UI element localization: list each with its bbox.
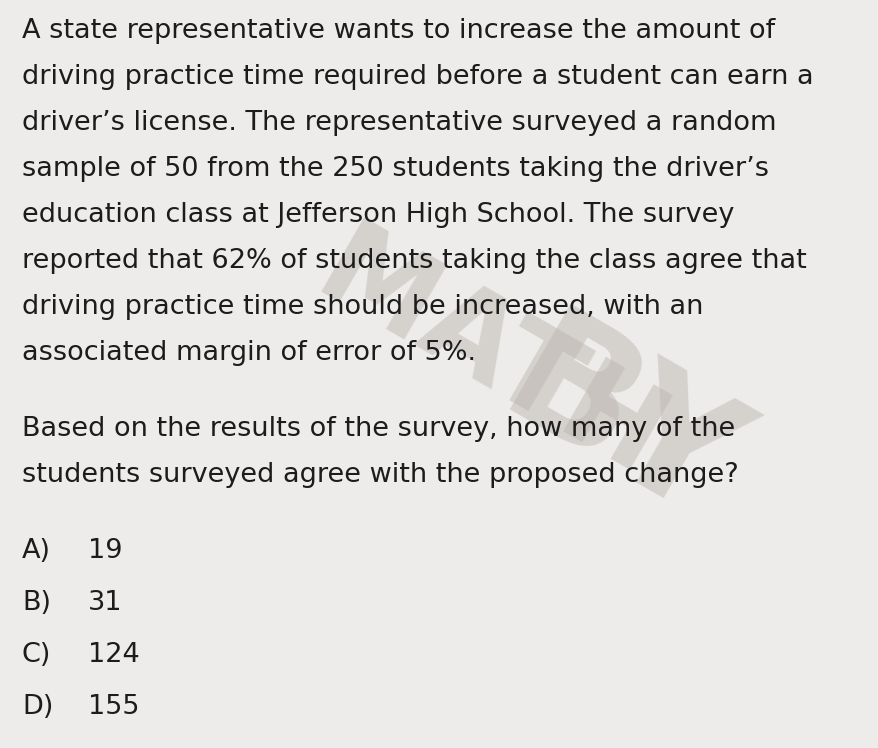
Text: driver’s license. The representative surveyed a random: driver’s license. The representative sur… [22,110,775,136]
Text: C): C) [22,642,51,668]
Text: 19: 19 [88,538,122,564]
Text: driving practice time should be increased, with an: driving practice time should be increase… [22,294,702,320]
Text: driving practice time required before a student can earn a: driving practice time required before a … [22,64,813,90]
Text: sample of 50 from the 250 students taking the driver’s: sample of 50 from the 250 students takin… [22,156,768,182]
Text: MATH: MATH [297,213,682,503]
Text: A): A) [22,538,51,564]
Text: students surveyed agree with the proposed change?: students surveyed agree with the propose… [22,462,738,488]
Text: Based on the results of the survey, how many of the: Based on the results of the survey, how … [22,416,734,442]
Text: 124: 124 [88,642,140,668]
Text: reported that 62% of students taking the class agree that: reported that 62% of students taking the… [22,248,806,274]
Text: BY: BY [475,298,763,558]
Text: A state representative wants to increase the amount of: A state representative wants to increase… [22,18,774,44]
Text: B): B) [22,590,51,616]
Text: education class at Jefferson High School. The survey: education class at Jefferson High School… [22,202,733,228]
Text: 31: 31 [88,590,122,616]
Text: 155: 155 [88,694,140,720]
Text: associated margin of error of 5%.: associated margin of error of 5%. [22,340,476,366]
Text: D): D) [22,694,54,720]
